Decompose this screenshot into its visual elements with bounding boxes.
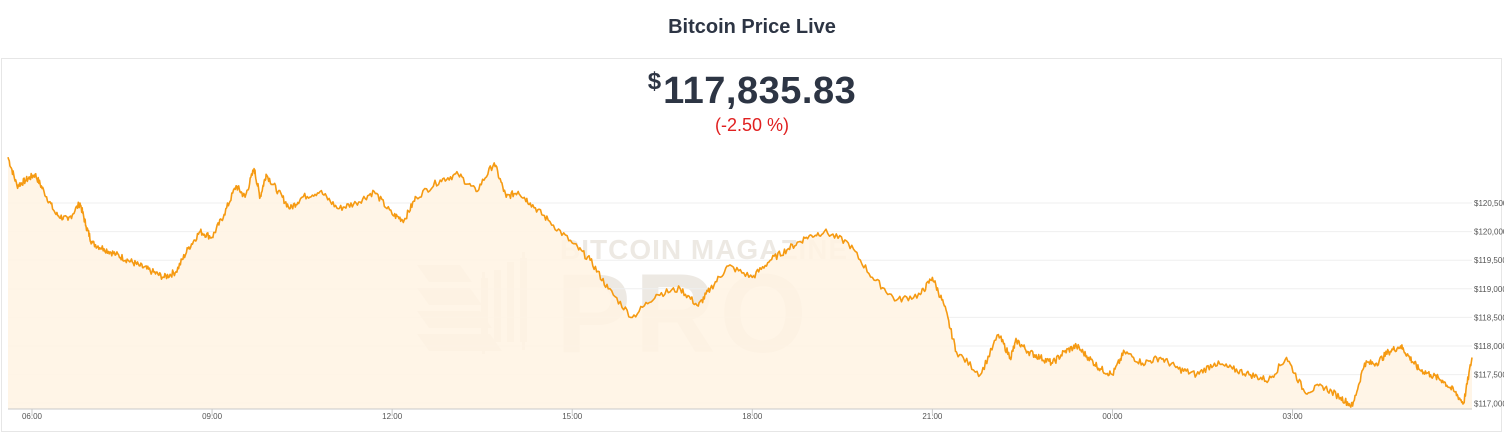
x-tick-label: 06:00 — [22, 412, 43, 421]
y-tick-label: $118,500 — [1474, 313, 1504, 322]
price-currency: $ — [647, 68, 662, 95]
x-tick-label: 00:00 — [1102, 412, 1123, 421]
x-tick-label: 03:00 — [1283, 412, 1304, 421]
y-tick-label: $120,500 — [1474, 199, 1504, 208]
x-tick-label: 12:00 — [382, 412, 403, 421]
y-axis: $117,000 $117,500 $118,000 $118,500 $119,000… — [1474, 199, 1504, 408]
price-change-percent: (-2.50 %) — [714, 115, 790, 135]
y-tick-label: $117,500 — [1474, 371, 1504, 380]
y-tick-label: $119,000 — [1474, 285, 1504, 294]
x-tick-label: 18:00 — [742, 412, 763, 421]
price-area-fill — [8, 157, 1472, 409]
x-tick-label: 15:00 — [562, 412, 583, 421]
x-axis: 06:00 09:00 12:00 15:00 18:00 21:00 00:00 03:00 — [22, 409, 1303, 421]
y-tick-label: $118,000 — [1474, 342, 1504, 351]
page-title: Bitcoin Price Live — [668, 16, 836, 38]
current-price: $117,835.83 — [0, 68, 1504, 113]
y-tick-label: $119,500 — [1474, 256, 1504, 265]
x-tick-label: 09:00 — [202, 412, 223, 421]
x-tick-label: 21:00 — [922, 412, 943, 421]
price-value: 117,835.83 — [663, 70, 857, 112]
y-tick-label: $120,000 — [1474, 228, 1504, 237]
y-tick-label: $117,000 — [1474, 399, 1504, 408]
price-line[interactable] — [7, 156, 1473, 408]
